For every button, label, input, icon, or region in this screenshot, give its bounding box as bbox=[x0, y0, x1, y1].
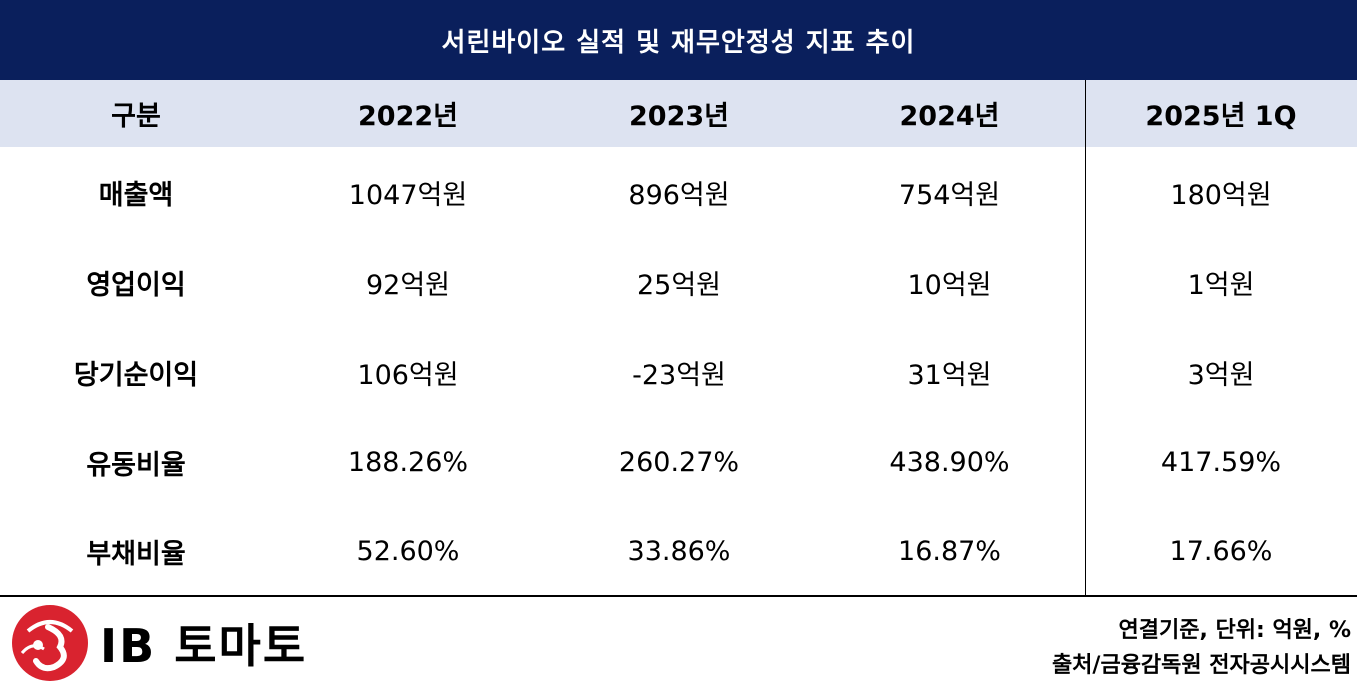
table-cell: -23억원 bbox=[632, 359, 726, 391]
ib-tomato-logo-text: IB 토마토 bbox=[100, 618, 308, 673]
table-cell: 260.27% bbox=[618, 446, 740, 478]
source-note: 출처/금융감독원 전자공시시스템 bbox=[1051, 653, 1351, 678]
table-cell: 16.87% bbox=[898, 535, 1001, 567]
table-cell: 10억원 bbox=[907, 269, 992, 301]
row-label-revenue: 매출액 bbox=[98, 179, 174, 211]
table-cell: 1억원 bbox=[1187, 269, 1255, 301]
row-label-operating-profit: 영업이익 bbox=[86, 269, 186, 301]
table-cell: 438.90% bbox=[889, 446, 1010, 478]
unit-note: 연결기준, 단위: 억원, % bbox=[1118, 618, 1351, 643]
table-bottom-border bbox=[0, 595, 1357, 597]
column-divider bbox=[1085, 80, 1086, 595]
header-cell-2024: 2024년 bbox=[899, 101, 1000, 132]
row-label-current-ratio: 유동비율 bbox=[86, 449, 186, 481]
row-label-net-income: 당기순이익 bbox=[73, 359, 199, 391]
table-cell: 754억원 bbox=[898, 179, 1001, 211]
table-cell: 896억원 bbox=[628, 179, 730, 211]
table-cell: 188.26% bbox=[347, 446, 469, 478]
header-cell-2025-1q: 2025년 1Q bbox=[1145, 101, 1297, 132]
header-cell-category: 구분 bbox=[111, 101, 161, 132]
row-label-debt-ratio: 부채비율 bbox=[86, 538, 186, 570]
table-header-row bbox=[0, 80, 1357, 147]
table-cell: 25억원 bbox=[636, 269, 722, 301]
header-cell-2023: 2023년 bbox=[629, 101, 729, 132]
table-cell: 92억원 bbox=[365, 269, 451, 301]
table-title-bar: 서린바이오 실적 및 재무안정성 지표 추이 bbox=[0, 0, 1357, 80]
header-cell-2022: 2022년 bbox=[358, 101, 458, 132]
table-cell: 106억원 bbox=[357, 359, 459, 391]
table-cell: 417.59% bbox=[1160, 446, 1282, 478]
table-cell: 17.66% bbox=[1169, 535, 1273, 567]
table-cell: 31억원 bbox=[907, 359, 992, 391]
table-cell: 33.86% bbox=[627, 535, 731, 567]
table-title: 서린바이오 실적 및 재무안정성 지표 추이 bbox=[441, 27, 916, 58]
table-cell: 3억원 bbox=[1187, 359, 1255, 391]
table-cell: 1047억원 bbox=[348, 179, 468, 211]
table-cell: 52.60% bbox=[356, 535, 460, 567]
table-cell: 180억원 bbox=[1170, 179, 1272, 211]
ib-tomato-logo: IB 토마토 bbox=[8, 600, 338, 685]
ib-tomato-logo-icon bbox=[12, 604, 88, 681]
